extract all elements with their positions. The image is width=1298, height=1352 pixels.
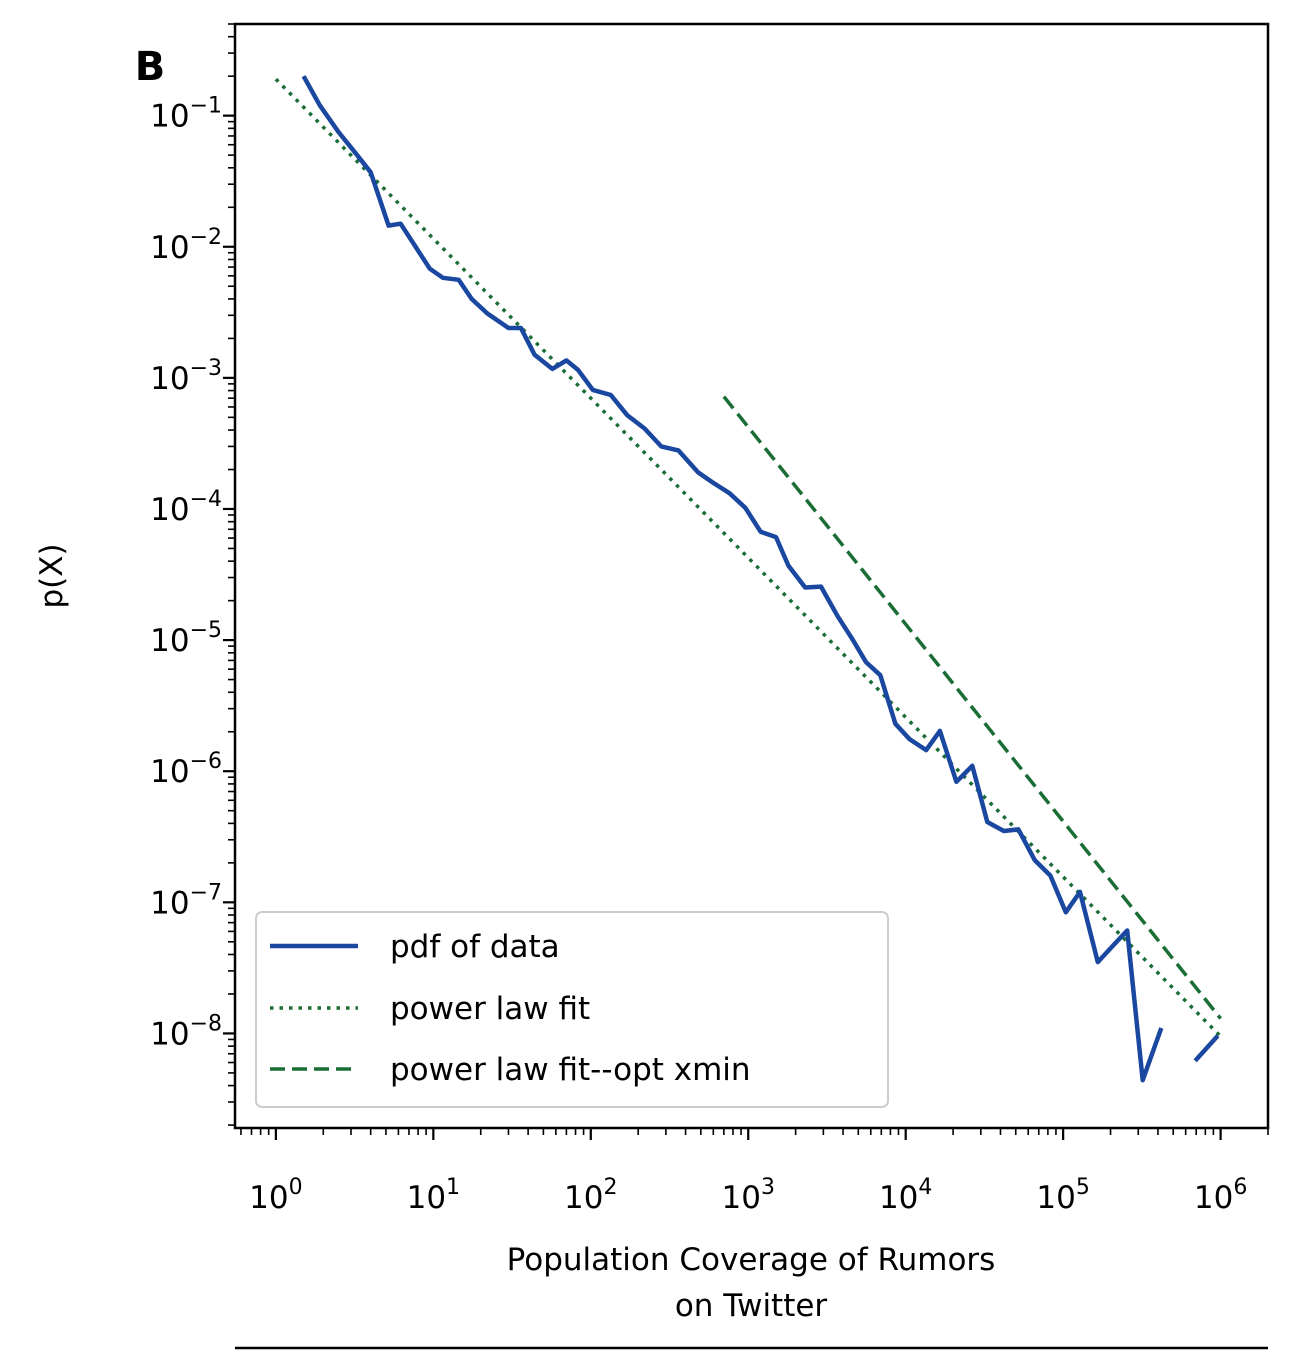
series-line-pdf-of-data-0 xyxy=(301,75,1164,1083)
x-axis-label-line2: on Twitter xyxy=(675,1288,828,1324)
tick-labels: 100 101 102 103 104 105 106 10−1 10−2 10−3 10−4 10−… xyxy=(150,94,1247,1216)
x-tick-label: 104 xyxy=(879,1175,932,1216)
series-line-pdf-of-data-1 xyxy=(1193,1034,1220,1063)
y-tick-label: 10−5 xyxy=(150,618,222,659)
legend-label-power-law-fit: power law fit xyxy=(390,991,590,1027)
plot-frame xyxy=(233,22,1270,1130)
x-tick-label: 106 xyxy=(1194,1175,1247,1216)
x-axis-label-line1: Population Coverage of Rumors xyxy=(507,1242,996,1278)
legend-label-pdf: pdf of data xyxy=(390,929,560,965)
panel-letter: B xyxy=(135,44,166,90)
x-tick-label: 105 xyxy=(1036,1175,1089,1216)
y-tick-label: 10−1 xyxy=(150,94,222,135)
series-line-power-law-fit-opt-xmin-0 xyxy=(722,395,1222,1020)
y-tick-label: 10−8 xyxy=(150,1011,222,1052)
y-tick-label: 10−3 xyxy=(150,356,222,397)
legend: pdf of data power law fit power law fit-… xyxy=(255,911,889,1108)
x-tick-label: 101 xyxy=(407,1175,460,1216)
x-tick-label: 100 xyxy=(249,1175,302,1216)
y-tick-label: 10−6 xyxy=(150,749,222,790)
series-layer xyxy=(274,75,1222,1083)
x-tick-label: 102 xyxy=(564,1175,617,1216)
y-tick-label: 10−4 xyxy=(150,487,222,528)
y-tick-label: 10−7 xyxy=(150,880,222,921)
y-tick-label: 10−2 xyxy=(150,225,222,266)
legend-label-opt-xmin: power law fit--opt xmin xyxy=(390,1052,751,1088)
legend-box xyxy=(255,911,889,1108)
y-axis-label: p(X) xyxy=(34,543,70,608)
x-tick-label: 103 xyxy=(722,1175,775,1216)
